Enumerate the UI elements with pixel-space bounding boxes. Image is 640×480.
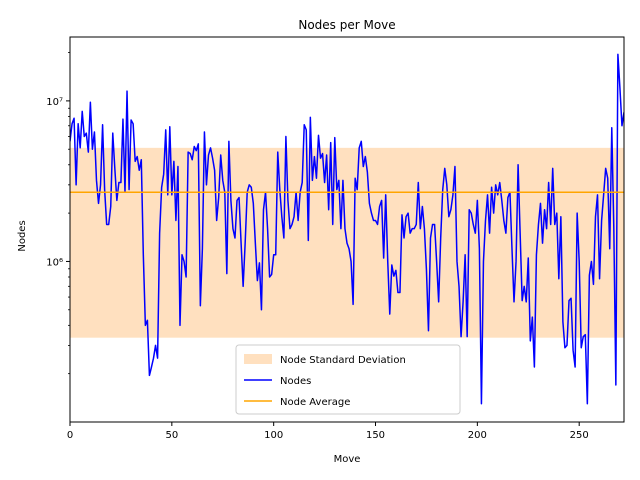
y-tick-label: 10⁶ xyxy=(46,257,63,268)
nodes-series-line xyxy=(70,53,624,405)
plot-area xyxy=(70,53,624,405)
x-axis-label: Move xyxy=(334,454,361,465)
x-tick-label: 200 xyxy=(468,430,487,441)
x-tick-label: 0 xyxy=(67,430,73,441)
x-tick-label: 100 xyxy=(264,430,283,441)
legend-label: Node Average xyxy=(280,397,350,408)
chart-title: Nodes per Move xyxy=(298,18,395,32)
legend-label: Nodes xyxy=(280,376,311,387)
legend: Node Standard Deviation Nodes Node Average xyxy=(235,344,461,415)
legend-band-swatch xyxy=(244,354,272,364)
x-tick-label: 50 xyxy=(165,430,178,441)
y-axis-label: Nodes xyxy=(17,220,28,251)
x-tick-label: 150 xyxy=(366,430,385,441)
axes: 0 50 100 150 200 250 10⁶ 10⁷ xyxy=(46,36,625,441)
y-tick-label: 10⁷ xyxy=(46,97,63,108)
plot-frame xyxy=(69,36,625,423)
legend-box xyxy=(235,344,461,415)
x-tick-label: 250 xyxy=(570,430,589,441)
legend-label: Node Standard Deviation xyxy=(280,355,406,366)
